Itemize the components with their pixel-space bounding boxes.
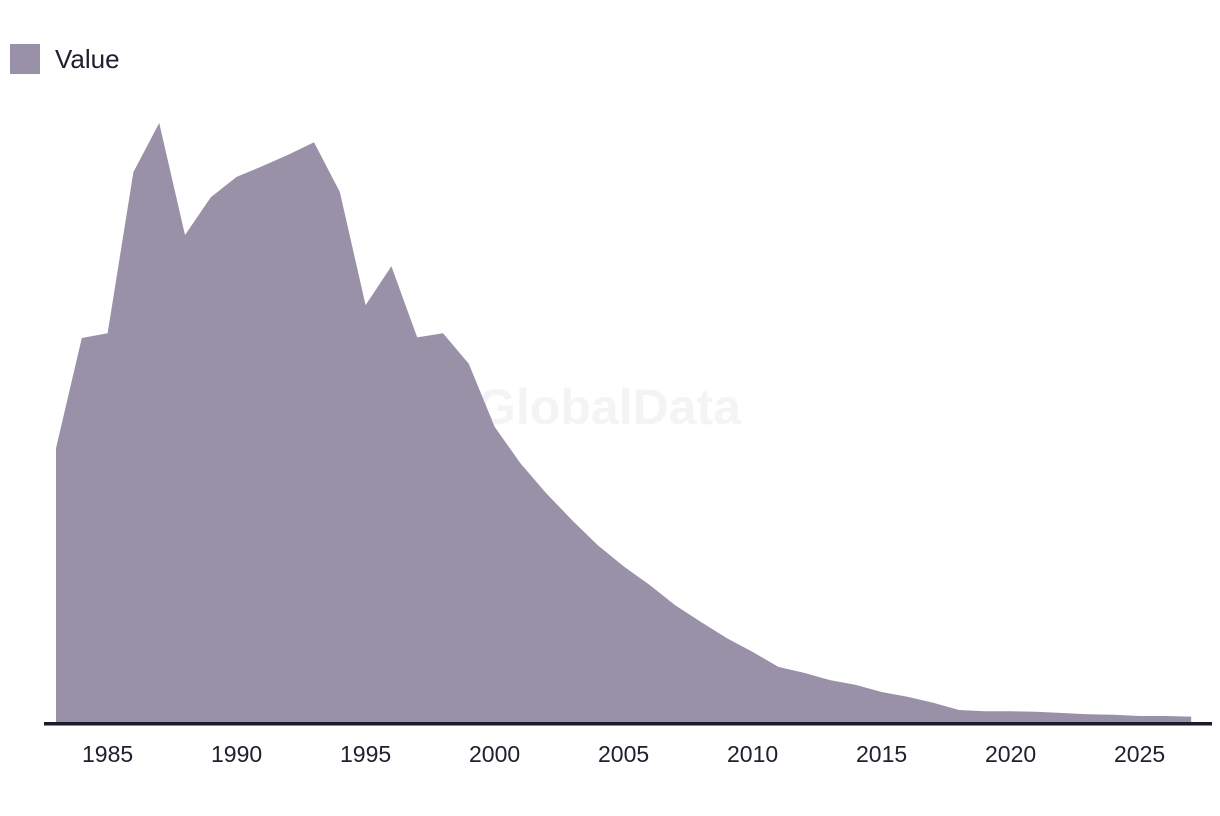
x-tick-label: 1990 — [211, 741, 262, 767]
x-tick-label: 2000 — [469, 741, 520, 767]
x-tick-label: 2010 — [727, 741, 778, 767]
x-tick-label: 1985 — [82, 741, 133, 767]
legend-swatch-icon — [10, 44, 40, 74]
x-tick-label: 2020 — [985, 741, 1036, 767]
area-series-value — [56, 123, 1192, 722]
watermark: GlobalData — [477, 379, 741, 435]
x-axis-tick-labels: 1985 1990 1995 2000 2005 2010 2015 2020 2025 — [82, 741, 1165, 767]
legend-item-value[interactable]: Value — [10, 44, 120, 74]
x-tick-label: 2025 — [1114, 741, 1165, 767]
legend: Value — [10, 44, 120, 74]
x-tick-label: 2015 — [856, 741, 907, 767]
legend-label: Value — [55, 44, 120, 74]
x-tick-label: 2005 — [598, 741, 649, 767]
x-tick-label: 1995 — [340, 741, 391, 767]
